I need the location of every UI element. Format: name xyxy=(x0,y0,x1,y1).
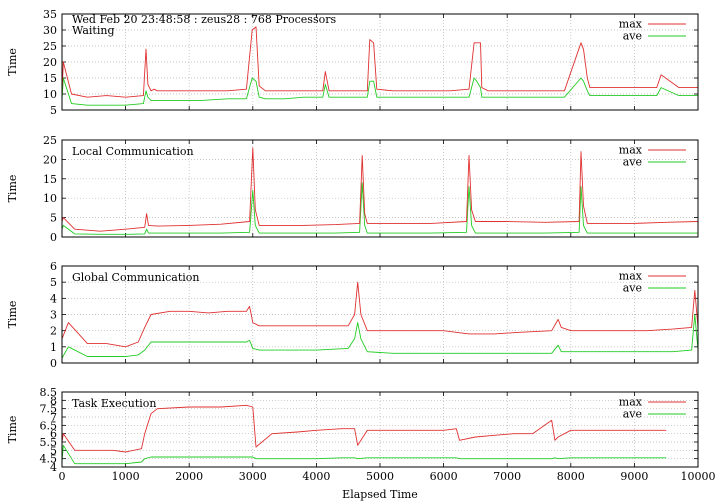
panel-1-ytick-label-5: 30 xyxy=(43,24,57,37)
panel-2-ytick-label-5: 25 xyxy=(43,134,57,147)
panel-3-ytick-label-5: 5 xyxy=(50,276,57,289)
panel-1: 5 10 15 20 25 30 35 Time Wed Feb 20 23:48:58 : z… xyxy=(6,8,699,117)
panel-4-ytick-label-6: 7 xyxy=(50,411,57,424)
panel-3-line-ave xyxy=(62,314,698,359)
panel-4-ytick-label-5: 6.5 xyxy=(40,419,58,432)
panel-2-legend-label-max: max xyxy=(619,144,643,157)
panel-4-legend-label-ave: ave xyxy=(623,408,642,421)
panel-4-ytick-label-8: 8 xyxy=(50,394,57,407)
panel-3-ytick-label-2: 2 xyxy=(50,325,57,338)
panel-1-line-ave xyxy=(62,77,698,106)
panel-1-line-max xyxy=(62,26,698,98)
panel-1-ytick-label-1: 10 xyxy=(43,88,57,101)
panel-4-series xyxy=(62,404,667,465)
x-tick-label-4: 4000 xyxy=(302,470,330,483)
x-tick-label-5: 5000 xyxy=(366,470,394,483)
panel-3-legend-label-max: max xyxy=(619,270,643,283)
panel-1-title: Waiting xyxy=(72,24,115,37)
x-tick-label-8: 8000 xyxy=(557,470,585,483)
panel-1-ytick-label-3: 20 xyxy=(43,56,57,69)
panel-3-series xyxy=(62,281,698,359)
panel-4-ytick-label-0: 4 xyxy=(50,461,57,474)
panel-2-line-ave xyxy=(62,182,698,235)
panel-4-line-max xyxy=(62,404,667,453)
panel-4-ytick-label-1: 4.5 xyxy=(40,453,58,466)
panel-4-line-ave xyxy=(62,444,667,465)
panel-4-ytick-label-2: 5 xyxy=(50,444,57,457)
panel-1-frame xyxy=(61,13,699,111)
panel-4-y-axis-label: Time xyxy=(6,416,19,444)
panel-2-line-max xyxy=(62,147,698,232)
panel-3-ytick-label-6: 6 xyxy=(50,260,57,273)
panel-1-grid xyxy=(62,14,698,110)
panel-2-grid xyxy=(62,140,698,237)
panel-4-ytick-label-9: 8.5 xyxy=(40,386,58,399)
panel-3-legend-label-ave: ave xyxy=(623,282,642,295)
panel-3-ytick-label-4: 4 xyxy=(50,292,57,305)
x-tick-label-10: 10000 xyxy=(681,470,716,483)
panel-2-frame xyxy=(61,139,699,238)
panel-3-y-axis-label: Time xyxy=(6,301,19,329)
panel-1-legend-label-max: max xyxy=(619,18,643,31)
x-axis-label: Elapsed Time xyxy=(342,488,418,501)
x-tick-label-2: 2000 xyxy=(175,470,203,483)
panel-4-ytick-label-4: 6 xyxy=(50,428,57,441)
x-tick-label-7: 7000 xyxy=(493,470,521,483)
panel-2-title: Local Communication xyxy=(72,145,194,158)
panel-3-ytick-label-1: 1 xyxy=(50,341,57,354)
panel-4-ytick-label-7: 7.5 xyxy=(40,403,58,416)
panel-4-ytick-label-3: 5.5 xyxy=(40,436,58,449)
panel-3-ytick-label-3: 3 xyxy=(50,309,57,322)
panel-4: 44.555.566.577.588.5 Time Task Execution ma… xyxy=(6,386,699,474)
panel-3-title: Global Communication xyxy=(72,271,200,284)
panel-1-ytick-label-4: 25 xyxy=(43,40,57,53)
panel-2-ytick-label-0: 0 xyxy=(50,231,57,244)
panel-3-frame xyxy=(61,265,699,364)
x-tick-label-9: 9000 xyxy=(620,470,648,483)
panel-1-legend-label-ave: ave xyxy=(623,30,642,43)
panel-1-header: Wed Feb 20 23:48:58 : zeus28 : 768 Proce… xyxy=(72,13,336,26)
panel-1-series xyxy=(62,26,698,106)
panel-4-grid xyxy=(62,392,698,467)
panel-1-y-axis-label: Time xyxy=(6,48,19,76)
x-tick-label-3: 3000 xyxy=(239,470,267,483)
panel-4-title: Task Execution xyxy=(72,397,156,410)
x-tick-label-6: 6000 xyxy=(430,470,458,483)
panel-2-ytick-label-4: 20 xyxy=(43,153,57,166)
panel-2-y-axis-label: Time xyxy=(6,175,19,203)
x-axis-tick-labels: 0 1000 2000 3000 4000 5000 6000 7000 8000 9000 100… xyxy=(59,470,716,483)
x-tick-label-0: 0 xyxy=(59,470,66,483)
x-tick-label-1: 1000 xyxy=(112,470,140,483)
panel-1-ytick-label-6: 35 xyxy=(43,8,57,21)
panel-2-series xyxy=(62,147,698,235)
panel-2-ytick-label-3: 15 xyxy=(43,173,57,186)
panel-1-ytick-label-2: 15 xyxy=(43,72,57,85)
panel-4-frame xyxy=(61,391,699,468)
panel-3-grid xyxy=(62,266,698,363)
panel-1-ytick-label-0: 5 xyxy=(50,104,57,117)
panel-3-ytick-label-0: 0 xyxy=(50,357,57,370)
panel-4-legend-label-max: max xyxy=(619,396,643,409)
panel-3-line-max xyxy=(62,281,698,348)
panel-2-legend-label-ave: ave xyxy=(623,156,642,169)
panel-2-ytick-label-2: 10 xyxy=(43,192,57,205)
panel-2-ytick-label-1: 5 xyxy=(50,212,57,225)
